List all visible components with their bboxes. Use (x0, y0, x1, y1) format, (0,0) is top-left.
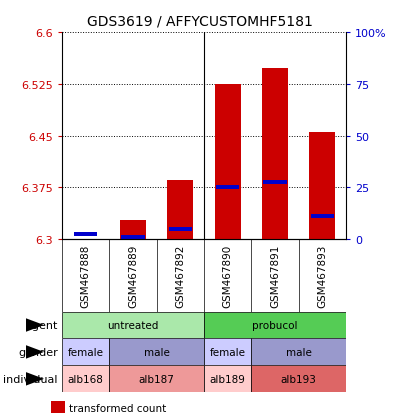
Bar (204, 366, 251, 392)
Bar (309, 133, 335, 240)
Text: GSM467890: GSM467890 (223, 244, 233, 307)
Bar (120, 220, 146, 240)
Text: GDS3619 / AFFYCUSTOMHF5181: GDS3619 / AFFYCUSTOMHF5181 (87, 14, 313, 28)
Text: male: male (286, 347, 312, 357)
Text: alb193: alb193 (281, 374, 317, 384)
Text: alb187: alb187 (139, 374, 175, 384)
Text: untreated: untreated (107, 320, 159, 330)
Bar (109, 366, 204, 392)
Text: male: male (144, 347, 170, 357)
Bar (263, 180, 287, 185)
Bar (62, 339, 109, 366)
Bar (62, 312, 204, 339)
Text: alb189: alb189 (210, 374, 246, 384)
Bar (167, 181, 193, 240)
Text: GSM467893: GSM467893 (317, 244, 327, 307)
Text: GSM467891: GSM467891 (270, 244, 280, 307)
Bar (311, 215, 334, 219)
Bar (121, 235, 145, 240)
Text: transformed count: transformed count (69, 403, 167, 413)
Bar (74, 233, 97, 237)
Bar (204, 312, 346, 339)
Bar (62, 366, 109, 392)
Text: GSM467889: GSM467889 (128, 244, 138, 307)
Polygon shape (26, 318, 44, 332)
Text: female: female (68, 347, 104, 357)
Polygon shape (26, 345, 44, 359)
Text: individual: individual (4, 374, 58, 384)
Bar (169, 227, 192, 231)
Text: female: female (210, 347, 246, 357)
Text: probucol: probucol (252, 320, 298, 330)
Bar (204, 339, 251, 366)
Text: GSM467888: GSM467888 (81, 244, 91, 307)
Bar (109, 339, 204, 366)
Bar (262, 69, 288, 240)
Text: agent: agent (26, 320, 58, 330)
Polygon shape (26, 372, 44, 386)
Bar (51, 401, 65, 413)
Bar (216, 186, 239, 190)
Text: GSM467892: GSM467892 (175, 244, 185, 307)
Bar (215, 85, 241, 240)
Text: gender: gender (18, 347, 58, 357)
Bar (251, 339, 346, 366)
Text: alb168: alb168 (68, 374, 104, 384)
Bar (251, 366, 346, 392)
